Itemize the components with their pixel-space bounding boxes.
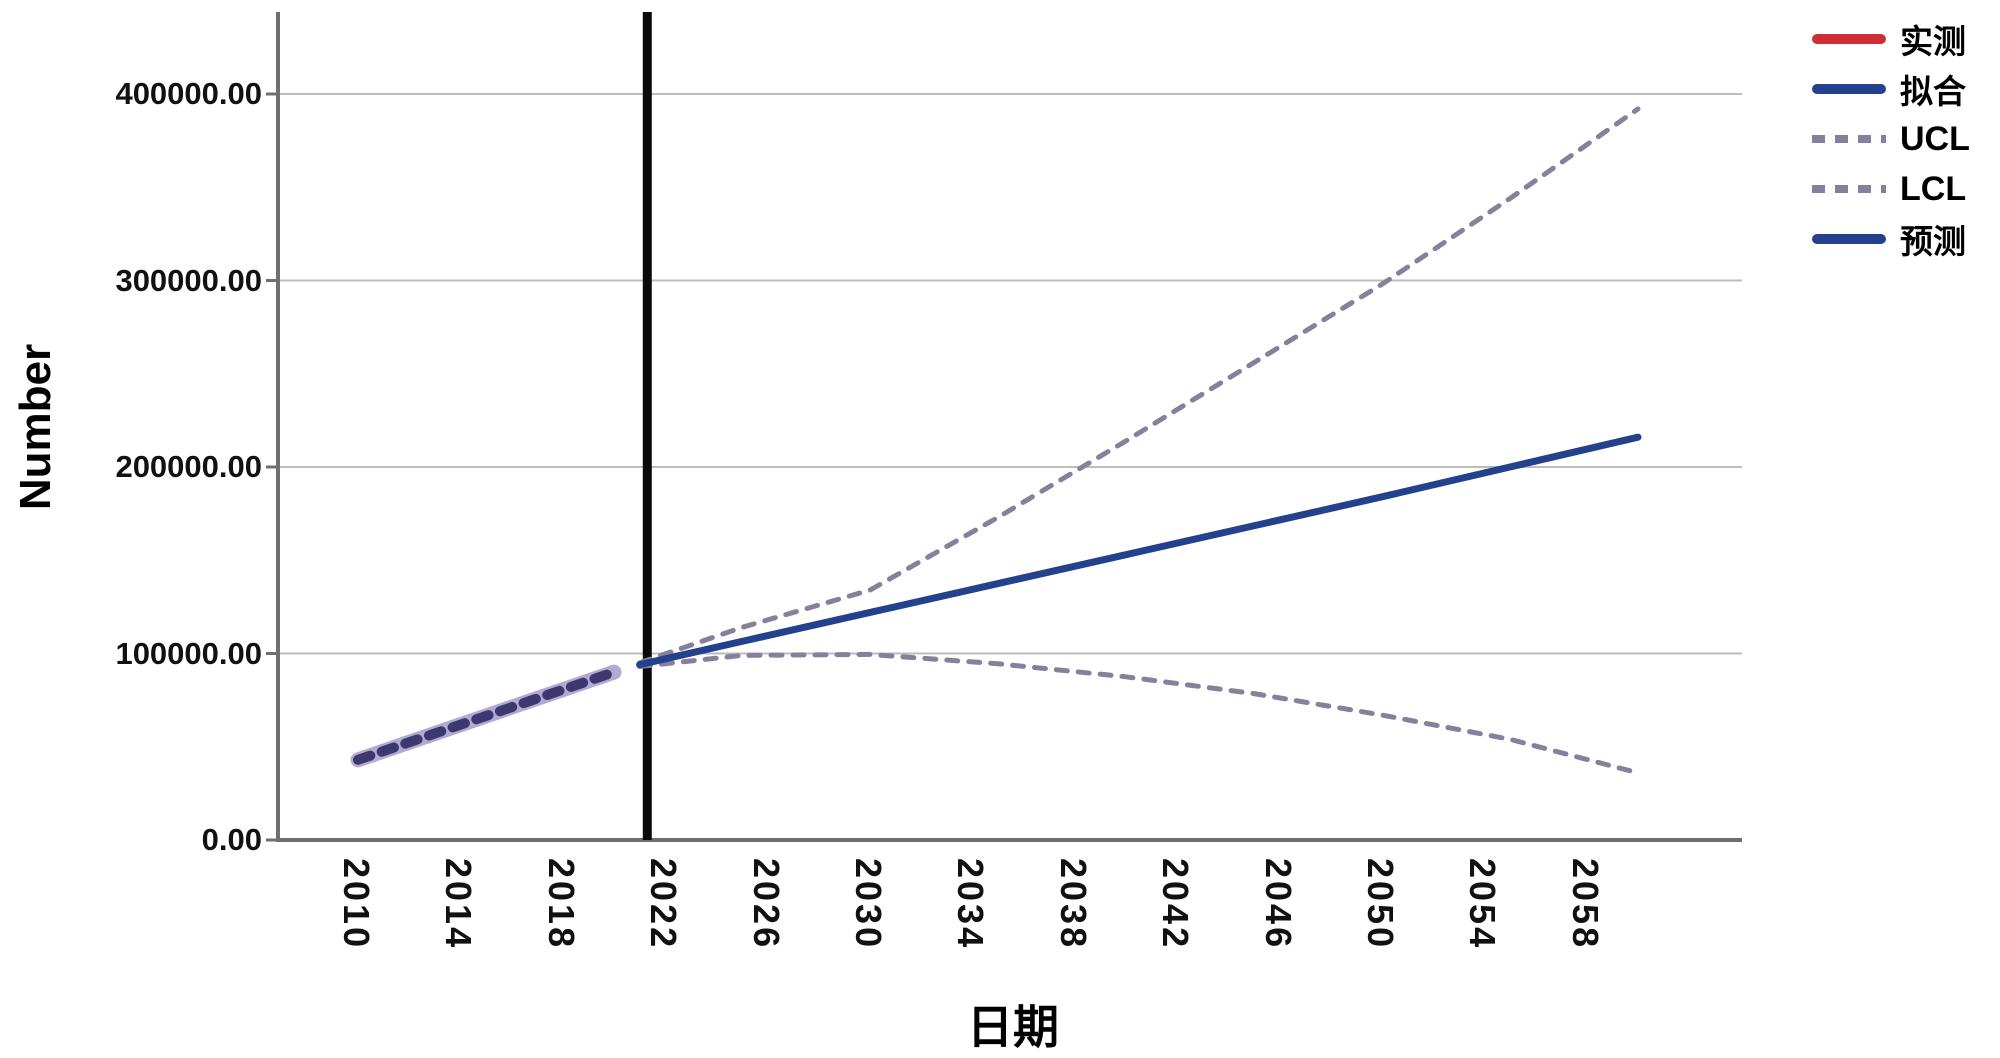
- legend-label-ucl: UCL: [1900, 119, 1970, 158]
- x-tick-label-2014: 2014: [438, 858, 480, 951]
- x-axis-title: 日期: [967, 1002, 1059, 1053]
- y-tick-label-300000: 300000.00: [115, 262, 262, 298]
- x-tick-label-2058: 2058: [1564, 858, 1606, 951]
- legend-label-observed: 实测: [1900, 25, 1966, 61]
- y-tick-label-100000: 100000.00: [115, 635, 262, 671]
- y-tick-label-400000: 400000.00: [115, 76, 262, 111]
- x-tick-label-2054: 2054: [1462, 858, 1504, 951]
- x-tick-label-2046: 2046: [1257, 858, 1299, 951]
- y-tick-label-0: 0.00: [201, 822, 262, 857]
- x-tick-label-2034: 2034: [950, 858, 992, 951]
- x-tick-label-2022: 2022: [643, 858, 685, 951]
- x-tick-label-2010: 2010: [336, 858, 377, 951]
- x-tick-label-2042: 2042: [1155, 858, 1197, 951]
- legend: 实测 拟合 UCL LCL 预测: [1812, 14, 1998, 264]
- legend-swatch-fit-line: [1812, 84, 1886, 94]
- legend-item-forecast: 预测: [1812, 214, 1998, 264]
- y-axis-title: Number: [11, 343, 60, 511]
- legend-swatch-ucl-line: [1812, 135, 1886, 143]
- legend-item-fit: 拟合: [1812, 64, 1998, 114]
- x-tick-label-2050: 2050: [1360, 858, 1401, 951]
- y-tick-label-200000: 200000.00: [115, 449, 262, 484]
- fit-line-dashed-overlay: [353, 667, 619, 765]
- x-tick-label-2038: 2038: [1052, 858, 1094, 951]
- legend-item-ucl: UCL: [1812, 114, 1998, 164]
- forecast-line: [636, 433, 1642, 669]
- legend-swatch-observed-line: [1812, 34, 1886, 44]
- x-tick-label-2026: 2026: [745, 858, 787, 951]
- legend-label-fit: 拟合: [1900, 75, 1966, 111]
- legend-label-lcl: LCL: [1900, 169, 1967, 208]
- lcl-line: [637, 651, 1641, 776]
- legend-item-observed: 实测: [1812, 14, 1998, 64]
- legend-swatch-lcl-line: [1812, 185, 1886, 193]
- ucl-line: [637, 106, 1641, 666]
- legend-swatch-forecast-line: [1812, 234, 1886, 244]
- x-tick-label-2030: 2030: [848, 858, 889, 951]
- x-tick-label-2018: 2018: [540, 858, 582, 951]
- legend-label-forecast: 预测: [1900, 225, 1966, 261]
- legend-item-lcl: LCL: [1812, 164, 1998, 214]
